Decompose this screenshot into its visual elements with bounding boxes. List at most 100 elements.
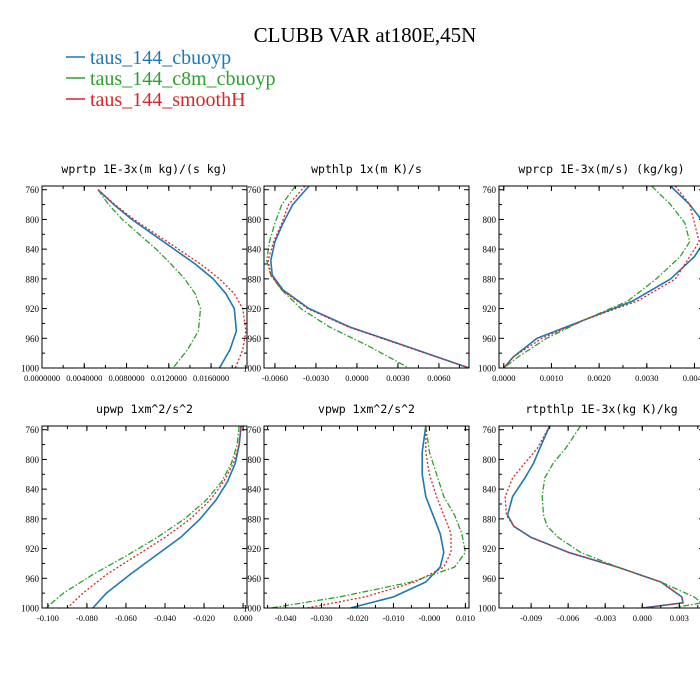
y-tick-label: 800 [26, 215, 40, 225]
y-tick-label: 960 [483, 574, 497, 584]
plot-frame [498, 185, 700, 369]
y-tick-label: 920 [248, 544, 262, 554]
x-tick-label: -0.0030 [303, 373, 329, 383]
x-tick-label: -0.006 [557, 613, 579, 623]
x-tick-label: 0.000 [234, 613, 253, 623]
x-tick-label: 0.0000 [492, 373, 515, 383]
y-tick-label: 880 [248, 274, 262, 284]
x-tick-label: 0.0060 [427, 373, 450, 383]
panel-title: wprtp 1E-3x(m kg)/(s kg) [61, 162, 227, 176]
y-tick-label: 760 [483, 185, 497, 195]
plot-frame [498, 425, 700, 609]
figure-title: CLUBB VAR at180E,45N [254, 23, 477, 47]
y-tick-label: 1000 [243, 604, 262, 614]
x-tick-label: 0.0010 [540, 373, 563, 383]
legend-item-c8m-cbuoyp: taus_144_c8m_cbuoyp [66, 68, 276, 90]
y-tick-label: 920 [26, 544, 40, 554]
x-tick-label: 0.0160000 [193, 373, 229, 383]
legend-label-smoothh: taus_144_smoothH [90, 89, 246, 111]
x-tick-label: 0.0040 [683, 373, 700, 383]
series-group [266, 186, 469, 368]
panel-0: wprtp 1E-3x(m kg)/(s kg) 760 800 840 880 920 9… [21, 162, 248, 383]
series-line-taus_144_c8m_cbuoyp [45, 426, 240, 608]
x-tick-label: 0.0120000 [151, 373, 187, 383]
x-tick-label: -0.080 [76, 613, 98, 623]
panel-2: wprcp 1E-3x(m/s) (kg/kg) 760 800 840 880 920 9… [478, 162, 700, 383]
series-line-taus_144_c8m_cbuoyp [271, 426, 467, 608]
y-tick-label: 760 [26, 185, 40, 195]
y-tick-label: 920 [483, 304, 497, 314]
series-line-taus_144_c8m_cbuoyp [266, 186, 410, 368]
y-tick-label: 760 [248, 185, 262, 195]
series-line-taus_144_smoothH [503, 186, 700, 368]
x-tick-label: 0.0030 [386, 373, 409, 383]
series-line-taus_144_smoothH [307, 426, 452, 608]
series-group [271, 426, 467, 608]
panel-title: rtpthlp 1E-3x(kg K)/kg [525, 402, 677, 416]
y-tick-label: 840 [483, 485, 497, 495]
series-line-taus_144_c8m_cbuoyp [97, 189, 202, 368]
panels: wprtp 1E-3x(m kg)/(s kg) 760 800 840 880 920 9… [21, 162, 700, 623]
series-line-taus_144_cbuoyp [503, 186, 700, 368]
panel-5: rtpthlp 1E-3x(kg K)/kg 760 800 840 880 920 960… [478, 402, 700, 623]
y-tick-label: 920 [483, 544, 497, 554]
x-tick-label: 0.003 [670, 613, 689, 623]
legend: taus_144_cbuoyp taus_144_c8m_cbuoyp taus… [66, 47, 276, 111]
y-tick-label: 880 [26, 274, 40, 284]
y-tick-label: 1000 [478, 364, 497, 374]
panel-1: wpthlp 1x(m K)/s7608008408809209601000-0… [243, 162, 470, 383]
y-tick-label: 960 [483, 334, 497, 344]
series-line-taus_144_cbuoyp [350, 426, 445, 608]
y-tick-label: 840 [248, 245, 262, 255]
x-tick-label: -0.060 [115, 613, 137, 623]
y-tick-label: 1000 [21, 364, 40, 374]
series-line-taus_144_cbuoyp [269, 186, 469, 368]
x-tick-label: 0.0030 [635, 373, 658, 383]
series-group [45, 426, 242, 608]
x-tick-label: 0.0000 [345, 373, 368, 383]
y-tick-label: 800 [248, 455, 262, 465]
x-tick-label: 0.0000000 [24, 373, 60, 383]
y-tick-label: 800 [248, 215, 262, 225]
y-tick-label: 1000 [243, 364, 262, 374]
legend-item-cbuoyp: taus_144_cbuoyp [66, 47, 231, 69]
y-tick-label: 760 [248, 425, 262, 435]
y-tick-label: 840 [26, 245, 40, 255]
y-tick-label: 840 [248, 485, 262, 495]
y-tick-label: 960 [248, 334, 262, 344]
x-tick-label: -0.020 [347, 613, 369, 623]
y-tick-label: 880 [26, 514, 40, 524]
y-tick-label: 960 [26, 334, 40, 344]
series-line-taus_144_c8m_cbuoyp [503, 186, 691, 368]
series-line-taus_144_smoothH [267, 186, 469, 368]
panel-title: upwp 1xm^2/s^2 [96, 402, 193, 416]
panel-4: vpwp 1xm^2/s^2 760 800 840 880 920 960 1000 -0.0… [243, 402, 475, 623]
y-tick-label: 880 [483, 274, 497, 284]
y-tick-label: 800 [483, 215, 497, 225]
panel-3: upwp 1xm^2/s^2 760 800 840 880 920 960 1000-0.1… [21, 402, 253, 623]
panel-title: vpwp 1xm^2/s^2 [318, 402, 415, 416]
y-tick-label: 840 [26, 485, 40, 495]
y-tick-label: 920 [26, 304, 40, 314]
y-tick-label: 840 [483, 245, 497, 255]
series-line-taus_144_smoothH [66, 426, 242, 608]
y-tick-label: 800 [483, 455, 497, 465]
series-line-taus_144_cbuoyp [506, 426, 684, 608]
y-tick-label: 1000 [478, 604, 497, 614]
series-group [503, 186, 700, 368]
series-line-taus_144_cbuoyp [97, 189, 238, 368]
x-tick-label: 0.0040000 [66, 373, 102, 383]
plot-frame [41, 425, 248, 609]
y-tick-label: 760 [26, 425, 40, 435]
x-tick-label: -0.100 [37, 613, 59, 623]
series-line-taus_144_c8m_cbuoyp [541, 426, 700, 608]
series-line-taus_144_smoothH [504, 426, 684, 608]
x-tick-label: -0.0060 [262, 373, 288, 383]
y-tick-label: 800 [26, 455, 40, 465]
x-tick-label: 0.0020 [587, 373, 610, 383]
plot-frame [41, 185, 248, 369]
x-tick-label: -0.020 [193, 613, 215, 623]
y-tick-label: 920 [248, 304, 262, 314]
legend-item-smoothh: taus_144_smoothH [66, 89, 246, 111]
